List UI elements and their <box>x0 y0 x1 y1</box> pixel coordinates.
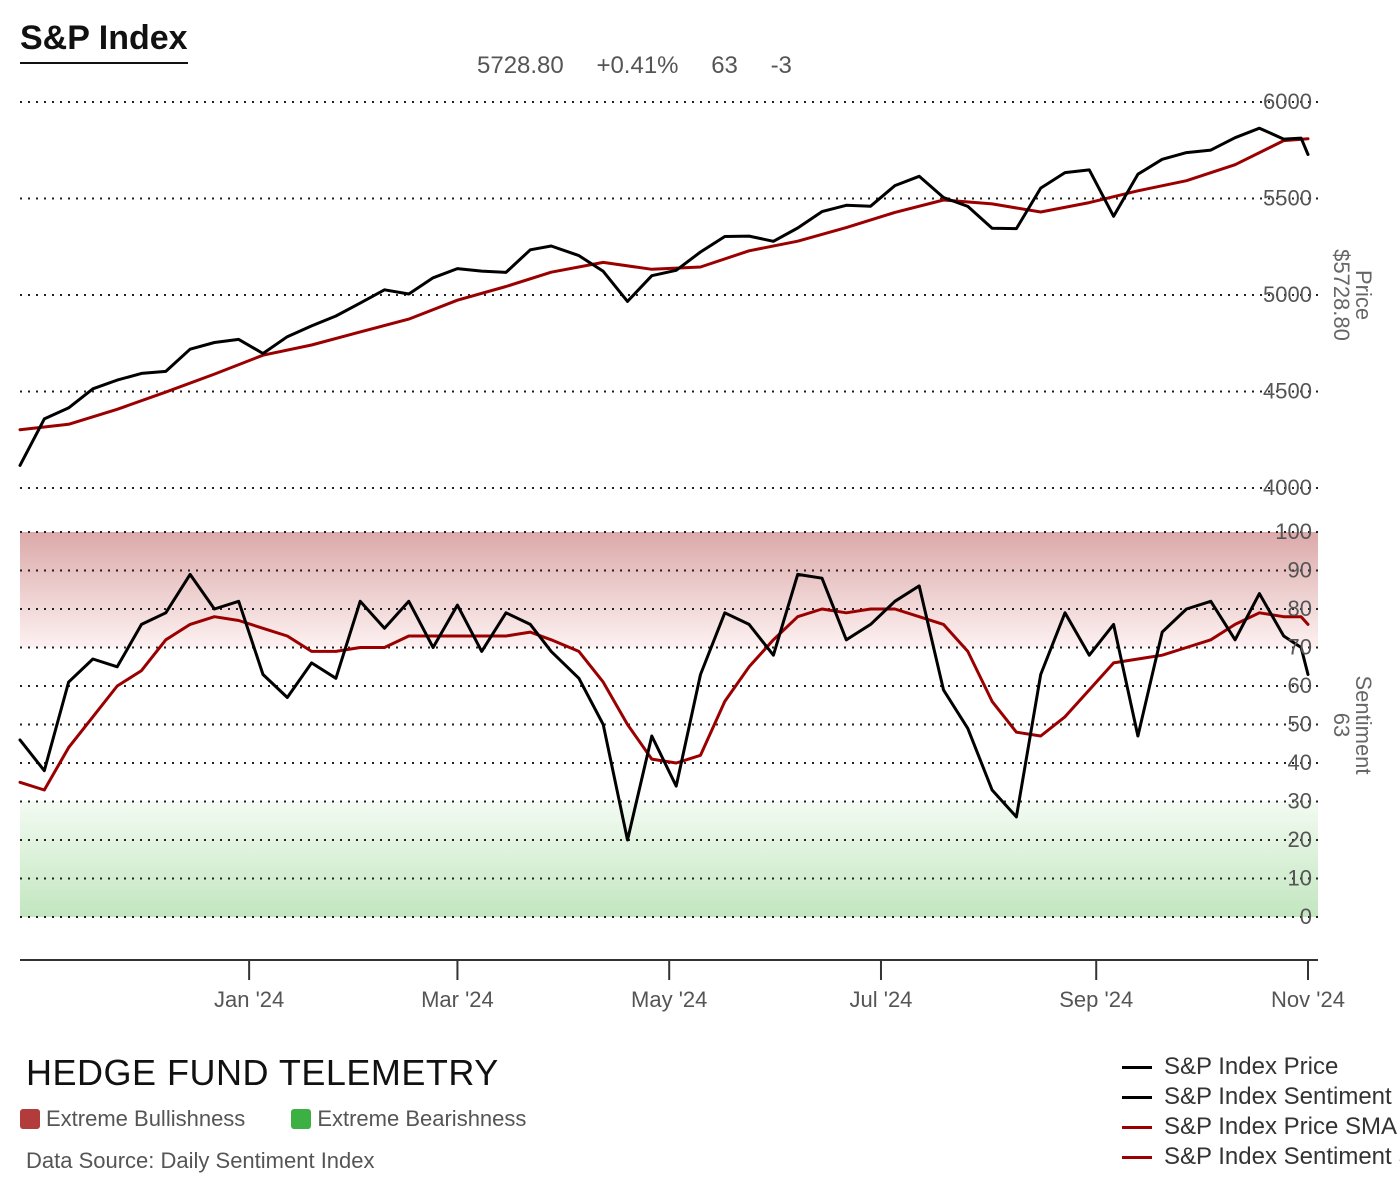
sentiment-tick-label: 30 <box>1288 789 1312 814</box>
bull-zone-legend: Extreme Bullishness <box>20 1106 245 1132</box>
legend-item-sentiment[interactable]: S&P Index Sentiment <box>1122 1082 1400 1112</box>
price-axis-title: Price <box>1351 270 1376 320</box>
legend-label: S&P Index Sentiment <box>1164 1083 1392 1110</box>
price-axis-value: $5728.80 <box>1329 249 1354 341</box>
x-tick-label: Nov '24 <box>1271 987 1345 1012</box>
legend-label: S&P Index Price <box>1164 1053 1339 1080</box>
header-stats: 5728.80 +0.41% 63 -3 <box>477 52 818 80</box>
legend-line <box>1122 1155 1152 1159</box>
last-price: 5728.80 <box>477 52 564 79</box>
sentiment-tick-label: 100 <box>1275 519 1312 544</box>
x-tick-label: May '24 <box>631 987 707 1012</box>
sentiment-tick-label: 90 <box>1288 558 1312 583</box>
x-tick-label: Sep '24 <box>1059 987 1133 1012</box>
bull-zone-swatch <box>20 1109 40 1129</box>
sentiment-tick-label: 20 <box>1288 827 1312 852</box>
price-line <box>18 126 1310 467</box>
bear-zone-swatch <box>291 1109 312 1129</box>
legend-line <box>1122 1065 1152 1069</box>
sentiment-line <box>18 572 1310 842</box>
data-source: Data Source: Daily Sentiment Index <box>26 1148 375 1173</box>
legend-label: S&P Index Sentiment SMA <box>1164 1143 1400 1170</box>
sentiment-value: 63 <box>711 52 738 79</box>
legend-label: S&P Index Price SMA <box>1164 1113 1397 1140</box>
price-tick-label: 4500 <box>1263 379 1312 404</box>
x-tick-label: Mar '24 <box>421 987 494 1012</box>
sentiment-tick-label: 10 <box>1288 866 1312 891</box>
bear-zone-band <box>20 801 1318 917</box>
page-title: S&P Index <box>20 18 188 64</box>
price-tick-label: 5000 <box>1263 282 1312 307</box>
legend-line <box>1122 1095 1152 1099</box>
sentiment-tick-label: 50 <box>1288 712 1312 737</box>
sentiment-tick-label: 40 <box>1288 750 1312 775</box>
sentiment-axis-title: Sentiment <box>1351 675 1376 774</box>
x-tick-label: Jul '24 <box>850 987 913 1012</box>
sentiment-axis-value: 63 <box>1329 713 1354 737</box>
chart-area: 4000 4500 5000 5500 6000 0 10 20 30 40 50 60 70 80 90 1… <box>18 89 1376 1012</box>
bull-zone-label: Extreme Bullishness <box>46 1106 246 1131</box>
legend-line <box>1122 1125 1152 1129</box>
price-sma-line <box>18 137 1310 432</box>
price-tick-label: 5500 <box>1263 186 1312 211</box>
sentiment-tick-label: 0 <box>1300 904 1312 929</box>
zone-legend: Extreme Bullishness Extreme Bearishness <box>20 1106 526 1132</box>
legend-item-sentiment-sma[interactable]: S&P Index Sentiment SMA <box>1122 1142 1400 1172</box>
sentiment-change: -3 <box>770 52 792 79</box>
sentiment-tick-label: 60 <box>1288 673 1312 698</box>
legend-item-price-sma[interactable]: S&P Index Price SMA <box>1122 1112 1400 1142</box>
series-legend: S&P Index Price S&P Index Sentiment S&P … <box>1122 1052 1400 1172</box>
x-tick-label: Jan '24 <box>214 987 284 1012</box>
price-tick-label: 4000 <box>1263 475 1312 500</box>
bear-zone-legend: Extreme Bearishness <box>291 1106 526 1132</box>
sentiment-tick-label: 70 <box>1288 635 1312 660</box>
bull-zone-band <box>20 532 1318 648</box>
price-tick-label: 6000 <box>1263 89 1312 114</box>
sentiment-sma-line <box>18 607 1310 792</box>
bear-zone-label: Extreme Bearishness <box>317 1106 527 1131</box>
legend-item-price[interactable]: S&P Index Price <box>1122 1052 1400 1082</box>
brand-name: HEDGE FUND TELEMETRY <box>26 1052 499 1093</box>
change-percent: +0.41% <box>596 52 679 79</box>
sentiment-tick-label: 80 <box>1288 596 1312 621</box>
